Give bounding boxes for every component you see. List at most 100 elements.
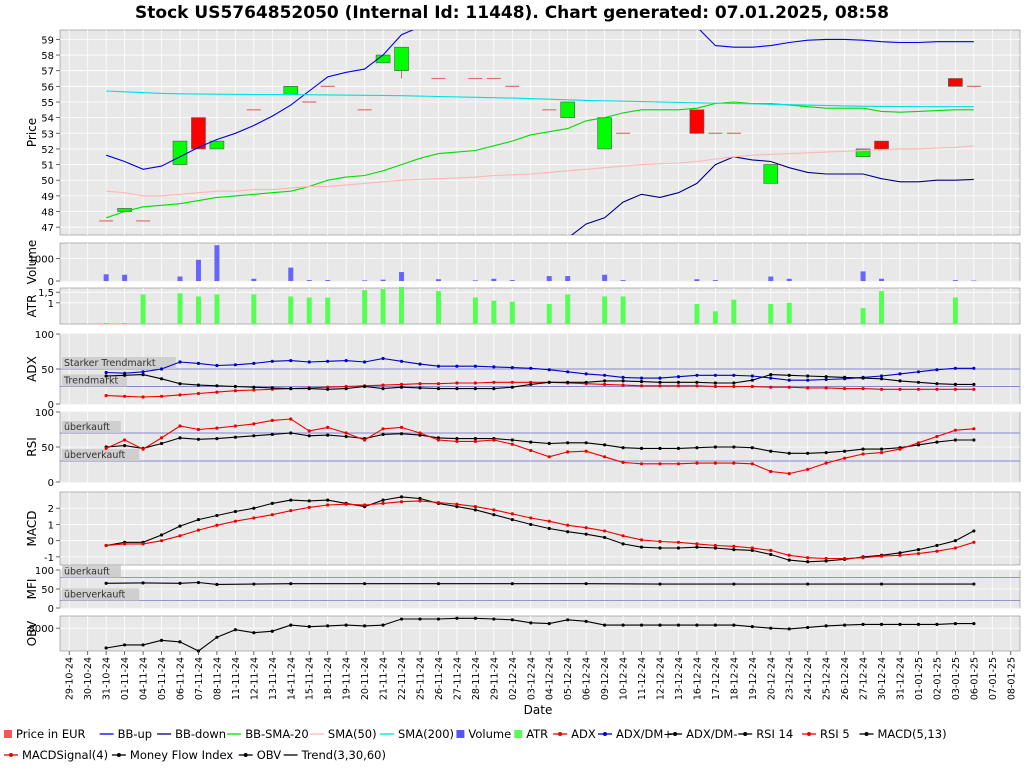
legend-swatch-dot xyxy=(603,732,607,736)
series-point xyxy=(289,509,293,513)
series-point xyxy=(215,523,219,527)
series-point xyxy=(381,427,385,431)
series-point xyxy=(141,643,145,647)
series-point xyxy=(289,623,293,627)
y-tick-label: -1 xyxy=(44,553,54,564)
series-line-RSI 5 xyxy=(105,418,974,475)
series-point xyxy=(233,384,237,389)
series-point xyxy=(916,552,921,556)
series-point xyxy=(769,449,773,453)
series-point xyxy=(621,446,625,450)
volume-bar xyxy=(491,278,497,281)
series-point xyxy=(732,547,736,552)
atr-bar xyxy=(251,294,257,324)
x-tick-label: 20-12-24 xyxy=(766,657,777,700)
series-point xyxy=(676,623,681,627)
series-point xyxy=(104,446,108,450)
series-point xyxy=(104,581,108,585)
series-point xyxy=(732,381,736,385)
series-point xyxy=(769,626,773,630)
price-plot-area xyxy=(59,29,1021,236)
series-point xyxy=(935,622,939,626)
volume-bar xyxy=(565,276,571,281)
series-point xyxy=(529,621,533,625)
series-line-MACDSignal(4) xyxy=(106,500,974,560)
legend-swatch-dot xyxy=(673,732,678,736)
atr-bar xyxy=(491,300,497,324)
series-point xyxy=(732,373,736,377)
series-point xyxy=(547,380,551,384)
series-point xyxy=(898,387,902,391)
series-point xyxy=(455,505,459,509)
series-point xyxy=(603,623,607,627)
series-point xyxy=(972,540,976,544)
series-point xyxy=(713,543,717,548)
series-point xyxy=(326,503,330,507)
series-point xyxy=(270,513,274,517)
series-point xyxy=(510,517,514,522)
series-point xyxy=(658,539,662,544)
series-point xyxy=(510,438,514,442)
series-point xyxy=(529,516,533,520)
series-point xyxy=(935,549,939,553)
series-point xyxy=(953,382,957,386)
macd-panel: -1 0 1 2 MACD xyxy=(25,491,1021,566)
atr-bar xyxy=(620,296,626,324)
series-point xyxy=(529,382,533,386)
series-point xyxy=(824,375,828,379)
reference-label: Starker Trendmarkt xyxy=(64,358,156,369)
series-point xyxy=(843,456,847,460)
y-tick-label: 49 xyxy=(41,192,54,203)
legend-swatch-dot xyxy=(743,732,748,736)
series-point xyxy=(233,389,237,393)
y-tick-label: 47 xyxy=(41,223,54,234)
series-point xyxy=(178,424,182,428)
legend-background xyxy=(0,725,1024,768)
series-point xyxy=(529,366,533,370)
series-point xyxy=(898,379,902,383)
candle-body xyxy=(560,101,575,118)
series-point xyxy=(972,427,976,431)
x-tick-label: 05-12-24 xyxy=(563,657,574,700)
x-tick-label: 28-11-24 xyxy=(471,657,482,700)
series-point xyxy=(843,556,847,561)
x-tick-label: 08-01-25 xyxy=(1006,657,1017,700)
y-tick-label: 1000 xyxy=(29,255,54,266)
series-point xyxy=(492,617,496,621)
atr-y-axis-label: ATR xyxy=(25,295,39,318)
x-tick-label: 05-11-24 xyxy=(157,657,168,700)
volume-bar xyxy=(306,280,312,281)
y-tick-label: 50 xyxy=(41,176,54,187)
y-tick-label: 0 xyxy=(48,277,54,288)
legend-label: MACD(5,13) xyxy=(878,727,947,741)
series-line-BB-up xyxy=(106,30,974,170)
atr-bar xyxy=(694,303,700,324)
y-tick-label: 57 xyxy=(41,67,54,78)
series-point xyxy=(935,434,939,439)
series-point xyxy=(436,500,441,505)
series-point xyxy=(732,445,736,449)
series-line-SMA(200) xyxy=(106,90,974,108)
series-point xyxy=(252,388,256,392)
series-point xyxy=(492,387,496,391)
legend-swatch-dot xyxy=(864,732,869,736)
series-point xyxy=(658,623,662,627)
atr-bar xyxy=(177,293,183,324)
legend-label: ADX/DM+ xyxy=(616,727,673,741)
series-point xyxy=(473,381,477,385)
series-line-OBV xyxy=(106,617,974,651)
series-point xyxy=(639,538,644,542)
series-point xyxy=(399,385,404,389)
x-tick-label: 31-10-24 xyxy=(102,657,113,700)
series-point xyxy=(381,432,385,436)
series-point xyxy=(603,379,607,383)
x-tick-label: 12-12-24 xyxy=(656,657,667,700)
series-point xyxy=(972,382,976,386)
volume-bar xyxy=(602,274,608,281)
series-point xyxy=(123,444,127,448)
atr-bar xyxy=(362,290,368,324)
series-point xyxy=(326,433,330,437)
series-point xyxy=(178,436,182,440)
series-point xyxy=(732,623,736,627)
